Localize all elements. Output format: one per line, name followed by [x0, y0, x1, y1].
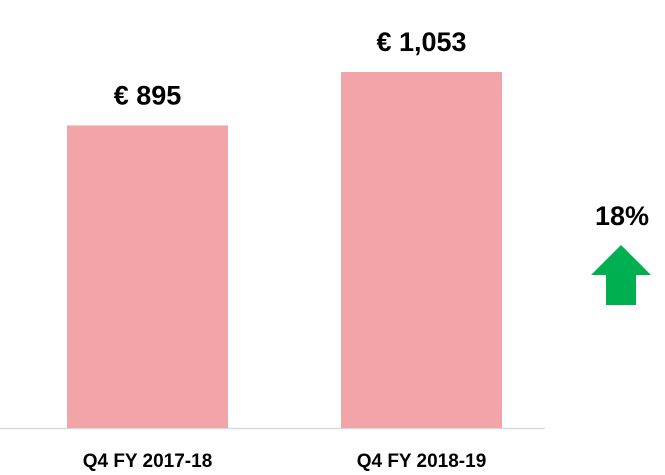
x-tick-label: Q4 FY 2018-19 [357, 451, 487, 472]
x-tick-label: Q4 FY 2017-18 [83, 451, 213, 472]
bar [67, 125, 228, 428]
bar [341, 72, 502, 428]
annotation: 18% [595, 201, 649, 231]
value-label: € 1,053 [376, 27, 466, 57]
value-label: € 895 [114, 81, 182, 111]
up-arrow [591, 245, 651, 305]
